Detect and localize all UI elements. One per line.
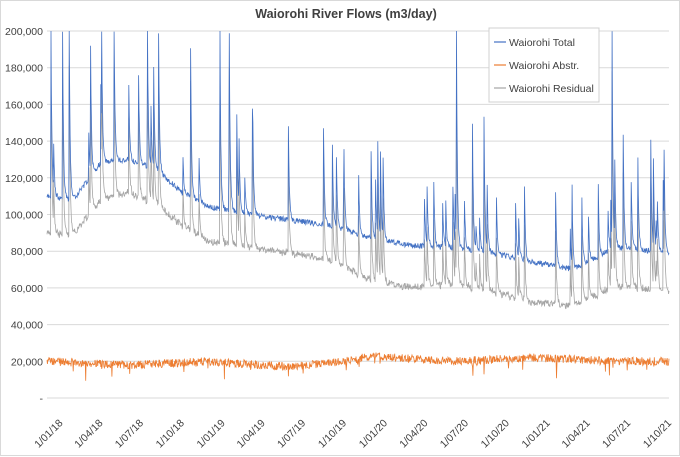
- y-tick-label: 60,000: [11, 283, 43, 295]
- x-tick-label: 1/04/19: [235, 417, 268, 450]
- x-tick-label: 1/01/18: [32, 417, 65, 450]
- y-tick-label: 140,000: [5, 136, 43, 148]
- x-tick-label: 1/01/20: [357, 417, 390, 450]
- x-tick-label: 1/07/19: [275, 417, 308, 450]
- y-tick-label: 200,000: [5, 26, 43, 38]
- x-tick-label: 1/07/20: [438, 417, 471, 450]
- x-tick-label: 1/07/18: [113, 417, 146, 450]
- x-tick-label: 1/10/20: [479, 417, 512, 450]
- legend: Waiorohi Total Waiorohi Abstr. Waiorohi Re…: [488, 27, 600, 103]
- y-tick-label: 160,000: [5, 99, 43, 111]
- x-tick-label: 1/04/21: [560, 417, 593, 450]
- legend-box: [488, 27, 600, 103]
- x-axis: 1/01/18 1/04/18 1/07/18 1/10/18 1/01/19 1/04/…: [32, 417, 674, 450]
- x-tick-label: 1/10/21: [641, 417, 674, 450]
- y-tick-label: 180,000: [5, 63, 43, 75]
- legend-label: Waiorohi Total: [509, 37, 575, 49]
- x-tick-label: 1/04/20: [397, 417, 430, 450]
- x-tick-label: 1/01/19: [195, 417, 228, 450]
- plot-area: [46, 30, 670, 381]
- y-tick-label: 100,000: [5, 210, 43, 222]
- x-tick-label: 1/10/18: [154, 417, 187, 450]
- y-tick-label: 80,000: [11, 246, 43, 258]
- y-tick-label: 20,000: [11, 356, 43, 368]
- legend-label: Waiorohi Abstr.: [509, 60, 579, 72]
- x-tick-label: 1/01/21: [520, 417, 553, 450]
- series-total-line: [46, 30, 670, 272]
- x-tick-label: 1/10/19: [316, 417, 349, 450]
- series-abstraction-line: [46, 352, 670, 381]
- y-tick-label: 40,000: [11, 320, 43, 332]
- x-tick-label: 1/04/18: [72, 417, 105, 450]
- x-tick-label: 1/07/21: [600, 417, 633, 450]
- y-tick-label: 120,000: [5, 173, 43, 185]
- series-residual-line: [46, 64, 670, 310]
- y-axis: - 20,000 40,000 60,000 80,000 100,000 120,000 1…: [5, 26, 43, 405]
- chart-title: Waiorohi River Flows (m3/day): [255, 7, 437, 21]
- y-tick-label: -: [40, 393, 44, 405]
- legend-label: Waiorohi Residual: [509, 83, 594, 95]
